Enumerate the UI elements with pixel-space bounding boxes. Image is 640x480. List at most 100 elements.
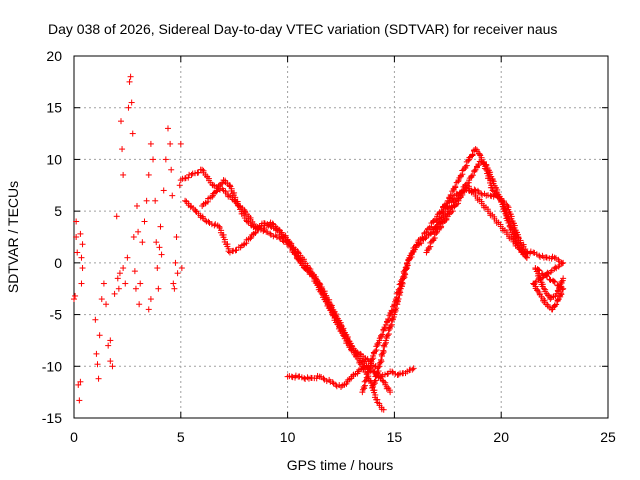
data-point	[553, 301, 560, 308]
data-point	[398, 282, 405, 289]
data-point	[374, 369, 381, 376]
y-tick-label: 5	[54, 203, 62, 219]
plot-frame	[73, 55, 609, 419]
data-point	[444, 202, 451, 209]
data-point	[213, 187, 220, 194]
y-tick-label: 20	[46, 48, 62, 64]
data-point	[395, 371, 402, 378]
data-point	[555, 284, 562, 291]
x-tick-label: 25	[600, 429, 616, 445]
data-point	[377, 356, 384, 363]
data-point	[93, 350, 100, 357]
data-point	[267, 230, 274, 237]
data-point	[100, 280, 107, 287]
data-point	[150, 156, 157, 163]
data-point	[115, 285, 122, 292]
data-point	[447, 191, 454, 198]
data-point	[286, 239, 293, 246]
data-point	[79, 241, 86, 248]
data-point	[113, 213, 120, 220]
data-point	[92, 316, 99, 323]
x-tick-label: 20	[493, 429, 509, 445]
data-point	[475, 161, 482, 168]
data-point	[132, 285, 139, 292]
data-point	[114, 275, 121, 282]
data-point	[162, 156, 169, 163]
data-point	[116, 270, 123, 277]
data-point	[178, 265, 185, 272]
data-point	[430, 236, 437, 243]
data-point	[367, 362, 374, 369]
data-point	[177, 140, 184, 147]
x-tick-label: 10	[280, 429, 296, 445]
data-point	[172, 259, 179, 266]
data-point	[107, 358, 114, 365]
data-point	[393, 299, 400, 306]
data-point	[307, 268, 314, 275]
data-point	[71, 296, 77, 303]
data-point	[301, 375, 308, 382]
data-point	[107, 337, 114, 344]
data-point	[504, 202, 511, 209]
y-tick-label: -10	[42, 358, 62, 374]
data-point	[392, 306, 399, 313]
data-point	[439, 209, 446, 216]
data-point	[489, 187, 496, 194]
data-point	[174, 270, 181, 277]
x-tick-label: 5	[177, 429, 185, 445]
data-point	[126, 78, 133, 85]
data-point	[419, 234, 426, 241]
data-point	[396, 290, 403, 297]
data-point	[493, 192, 500, 199]
data-point	[72, 292, 79, 299]
data-point	[117, 118, 124, 125]
data-point	[471, 167, 478, 174]
data-point	[329, 311, 336, 318]
data-point	[109, 363, 116, 370]
y-axis-label: SDTVAR / TECUs	[5, 181, 21, 293]
data-point	[124, 254, 131, 261]
data-point	[364, 369, 371, 376]
data-point	[170, 280, 177, 287]
data-point	[127, 73, 134, 80]
data-point	[135, 228, 142, 235]
data-point	[103, 301, 110, 308]
data-point	[540, 285, 547, 292]
data-point	[558, 278, 565, 285]
data-point	[267, 222, 274, 229]
data-point	[469, 172, 476, 179]
data-point	[452, 183, 459, 190]
data-point	[395, 295, 402, 302]
data-point	[153, 239, 160, 246]
data-point	[75, 381, 82, 388]
data-point	[152, 197, 159, 204]
data-point	[363, 374, 370, 381]
data-point	[438, 223, 445, 230]
data-point	[352, 349, 359, 356]
data-point	[94, 361, 101, 368]
data-point	[164, 125, 171, 132]
data-point	[394, 297, 401, 304]
data-point	[372, 348, 379, 355]
y-tick-label: 15	[46, 100, 62, 116]
data-point	[399, 279, 406, 286]
data-point	[457, 172, 464, 179]
data-point	[380, 378, 387, 385]
data-point	[381, 341, 388, 348]
data-point	[436, 215, 443, 222]
data-point	[120, 265, 127, 272]
data-point	[443, 215, 450, 222]
data-point	[168, 166, 175, 173]
data-point	[318, 290, 325, 297]
data-point	[523, 254, 530, 261]
data-point	[276, 226, 283, 233]
data-point	[389, 368, 396, 375]
data-point	[418, 240, 425, 247]
data-point	[462, 163, 469, 170]
data-point	[560, 275, 567, 282]
data-point	[74, 249, 81, 256]
data-point	[147, 140, 154, 147]
data-point	[360, 384, 367, 391]
data-point	[506, 223, 513, 230]
data-point	[202, 217, 209, 224]
